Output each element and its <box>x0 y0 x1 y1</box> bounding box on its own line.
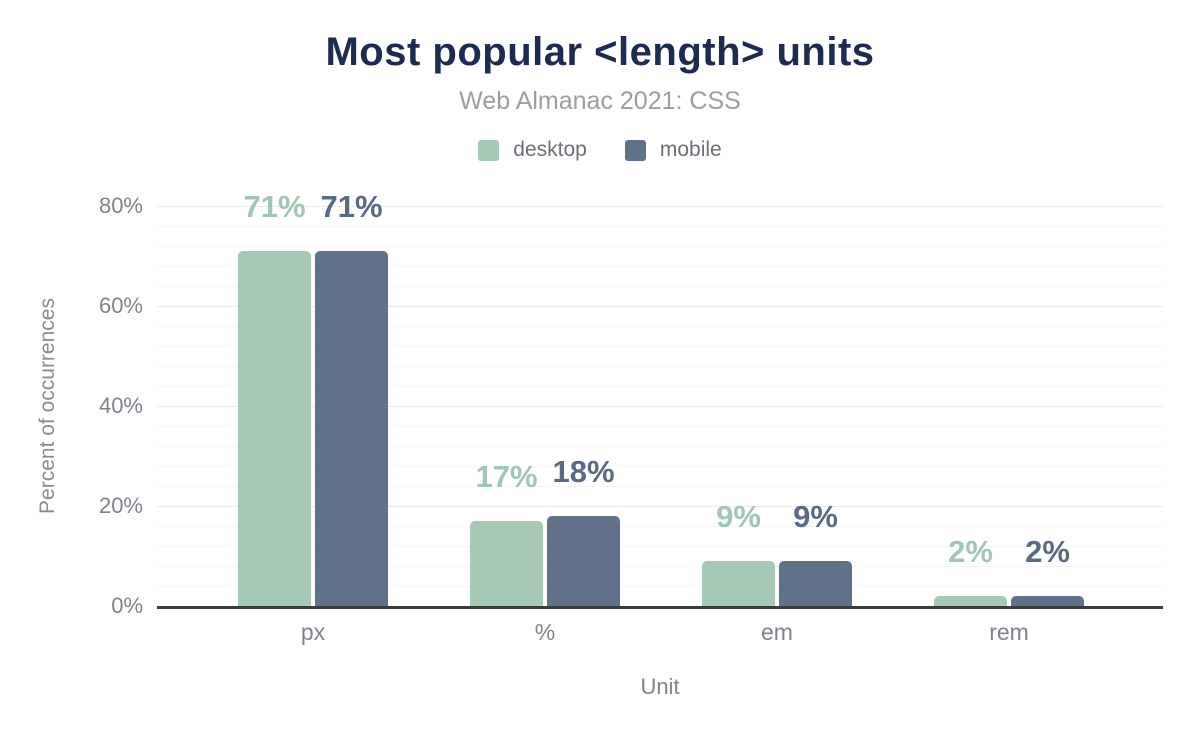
gridline-major <box>157 406 1163 407</box>
gridline-minor <box>157 266 1163 267</box>
chart-title: Most popular <length> units <box>325 30 875 74</box>
legend-item-mobile[interactable]: mobile <box>624 138 722 162</box>
bar-value-label-mobile-%: 18% <box>552 454 615 489</box>
x-category-label-px: px <box>300 619 326 645</box>
bar-desktop-em[interactable] <box>702 561 775 606</box>
gridline-minor <box>157 366 1163 367</box>
bar-value-label-mobile-px: 71% <box>320 189 383 224</box>
bar-value-label-desktop-em: 9% <box>716 499 761 534</box>
legend-label: mobile <box>659 138 722 161</box>
gridline-minor <box>157 446 1163 447</box>
y-axis-title: Percent of occurrences <box>36 298 59 514</box>
gridline-minor <box>157 386 1163 387</box>
y-tick-label: 60% <box>98 293 143 318</box>
gridline-minor <box>157 326 1163 327</box>
legend-swatch-mobile-icon <box>624 139 646 161</box>
legend-swatch-desktop-icon <box>478 139 500 161</box>
bar-mobile-%[interactable] <box>547 516 620 606</box>
gridline-major <box>157 306 1163 307</box>
x-category-label-em: em <box>761 619 793 645</box>
gridline-minor <box>157 546 1163 547</box>
bar-value-label-desktop-rem: 2% <box>948 534 993 569</box>
gridline-minor <box>157 286 1163 287</box>
bar-mobile-rem[interactable] <box>1011 596 1084 606</box>
gridline-minor <box>157 466 1163 467</box>
bar-desktop-%[interactable] <box>470 521 543 606</box>
gridline-minor <box>157 566 1163 567</box>
x-category-label-%: % <box>534 619 556 645</box>
bar-value-label-desktop-%: 17% <box>475 459 538 494</box>
gridline-minor <box>157 226 1163 227</box>
x-category-label-rem: rem <box>989 619 1029 645</box>
y-tick-label: 80% <box>98 193 143 218</box>
gridline-minor <box>157 426 1163 427</box>
legend-label: desktop <box>513 138 587 161</box>
gridline-minor <box>157 246 1163 247</box>
legend: desktop mobile <box>0 138 1200 162</box>
gridline-minor <box>157 526 1163 527</box>
bar-desktop-px[interactable] <box>238 251 311 606</box>
y-tick-label: 20% <box>98 493 143 518</box>
legend-item-desktop[interactable]: desktop <box>478 138 587 162</box>
bar-value-label-desktop-px: 71% <box>243 189 306 224</box>
gridline-minor <box>157 346 1163 347</box>
bar-value-label-mobile-rem: 2% <box>1025 534 1070 569</box>
chart-subtitle: Web Almanac 2021: CSS <box>459 87 741 115</box>
x-axis-line <box>157 606 1163 609</box>
bar-desktop-rem[interactable] <box>934 596 1007 606</box>
gridline-major <box>157 506 1163 507</box>
gridline-minor <box>157 586 1163 587</box>
gridline-major <box>157 206 1163 207</box>
gridline-minor <box>157 486 1163 487</box>
bar-value-label-mobile-em: 9% <box>793 499 838 534</box>
y-tick-label: 0% <box>111 593 143 618</box>
y-tick-label: 40% <box>98 393 143 418</box>
bar-mobile-px[interactable] <box>315 251 388 606</box>
x-axis-title: Unit <box>640 674 680 699</box>
bar-mobile-em[interactable] <box>779 561 852 606</box>
